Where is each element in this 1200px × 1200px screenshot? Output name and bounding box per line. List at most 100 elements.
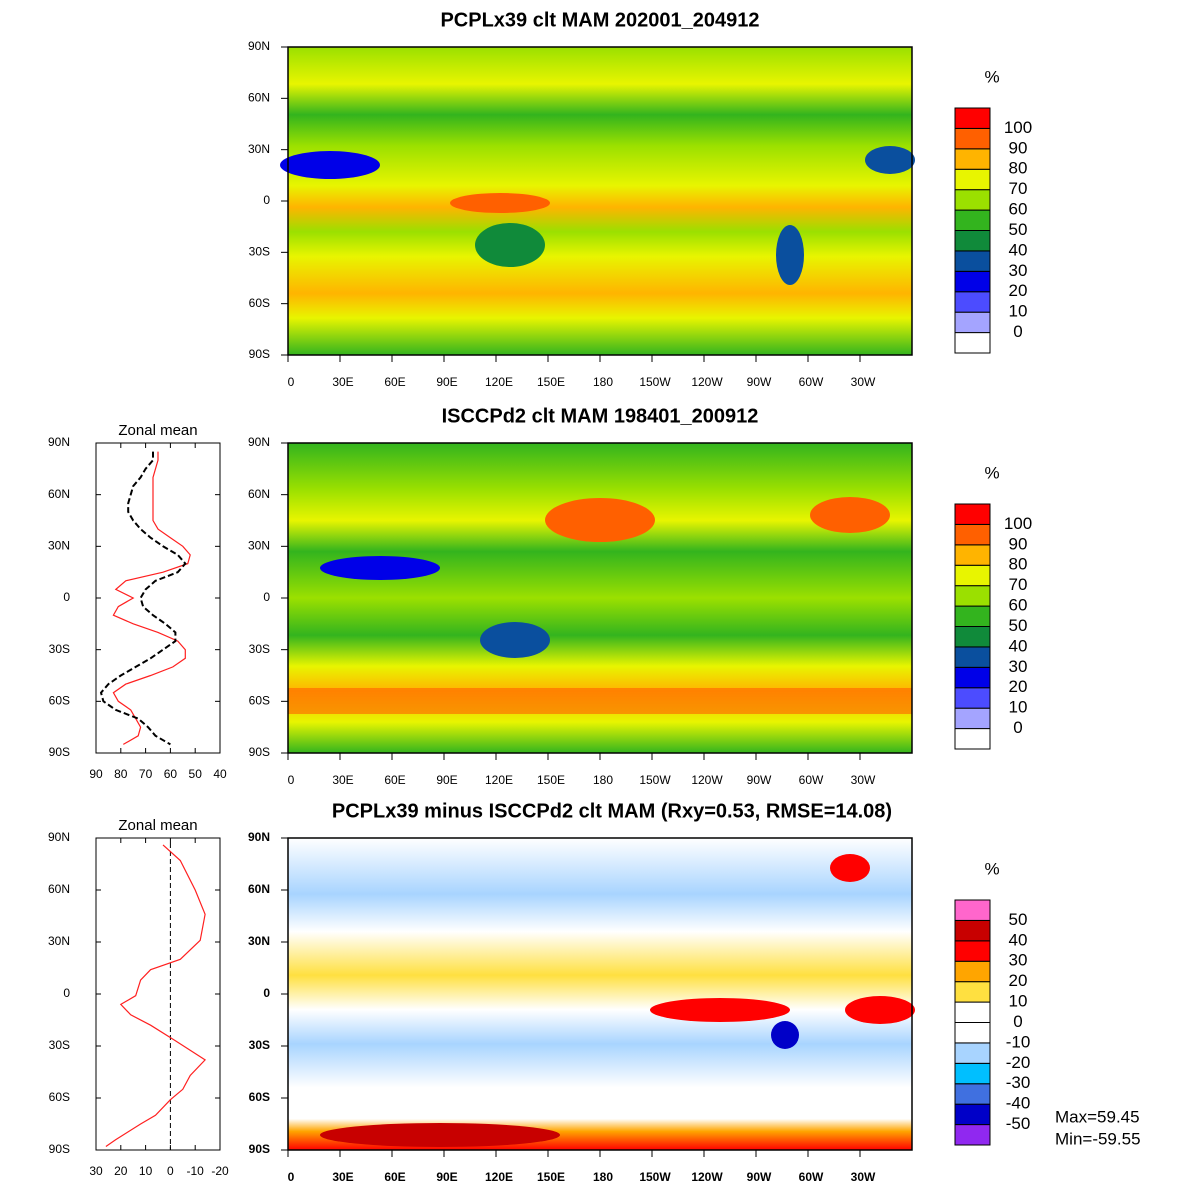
x-tick-label: 90E [436,773,457,787]
x-tick-label: 80 [114,767,128,781]
zonal-line [112,451,191,745]
x-tick-label: 0 [288,375,295,389]
colorbar-box [954,1083,991,1105]
colorbar-box [954,626,991,648]
x-tick-label: 0 [288,1170,295,1184]
x-tick-label: 120E [485,773,513,787]
colorbar-box [954,960,991,983]
y-tick-label: 90N [248,435,270,449]
y-tick-label: 0 [263,986,270,1000]
colorbar-box [954,291,991,313]
colorbar-box [954,127,991,150]
colorbar-box [954,564,991,587]
x-tick-label: 120E [485,375,513,389]
colorbar-label: 10 [1009,992,1028,1011]
x-tick-label: 30E [332,375,353,389]
colorbar-box [954,1103,991,1126]
colorbar-label: 90 [1009,534,1028,553]
colorbar-box [954,148,991,170]
x-tick-label: 30W [851,773,876,787]
colorbar-title: % [984,67,999,86]
colorbar-box [954,503,991,525]
colorbar-label: 90 [1009,138,1028,157]
x-tick-label: 60W [799,773,824,787]
y-tick-label: 60S [249,1090,270,1104]
colorbar-box [954,981,991,1003]
x-tick-label: 40 [213,767,227,781]
map-title: PCPLx39 clt MAM 202001_204912 [440,9,759,31]
x-tick-label: 60W [799,1170,824,1184]
plot-frame [95,837,221,1151]
colorbar-box [954,209,991,231]
colorbar-box [954,332,991,354]
y-tick-label: 0 [263,193,270,207]
colorbar-box [954,107,991,129]
zonal-line [99,451,187,746]
colorbar-label: 50 [1009,616,1028,635]
stat-label: Min=-59.55 [1055,1129,1141,1148]
x-tick-label: 30E [332,773,353,787]
stat-label: Max=59.45 [1055,1107,1140,1126]
colorbar-label: 20 [1009,281,1028,300]
colorbar-box [954,189,991,211]
y-tick-label: 90S [49,1142,70,1156]
colorbar-box [954,728,991,750]
y-tick-label: 90N [48,435,70,449]
colorbar-label: 10 [1009,698,1028,717]
y-tick-label: 30N [48,539,70,553]
panel-title: Zonal mean [118,817,197,834]
y-tick-label: 60S [249,694,270,708]
colorbar-box [954,687,991,709]
y-tick-label: 30N [48,934,70,948]
x-tick-label: 150W [639,773,671,787]
y-tick-label: 30S [49,1038,70,1052]
x-tick-label: 120W [691,375,723,389]
x-tick-label: 90E [436,375,457,389]
colorbar-box [954,1022,991,1044]
colorbar-box [954,270,991,293]
colorbar-title: % [984,859,999,878]
x-tick-label: 150E [537,773,565,787]
colorbar-box [954,899,991,921]
x-tick-label: 120E [485,1170,513,1184]
y-tick-label: 60N [248,91,270,105]
x-tick-label: 30 [89,1164,103,1178]
colorbar-box [954,544,991,566]
x-tick-label: 90W [747,375,772,389]
y-tick-label: 90N [48,830,70,844]
zonal-line [105,844,207,1147]
colorbar-label: 100 [1004,514,1032,533]
x-tick-label: 90W [747,1170,772,1184]
x-tick-label: 60W [799,375,824,389]
y-tick-label: 90N [248,39,270,53]
y-tick-label: 90S [249,745,270,759]
x-tick-label: 60E [384,1170,405,1184]
y-tick-label: 90S [249,347,270,361]
colorbar-box [954,1062,991,1085]
x-tick-label: 180 [593,1170,613,1184]
colorbar-box [954,940,991,962]
colorbar-box [954,1124,991,1146]
x-tick-label: 20 [114,1164,128,1178]
colorbar-box [954,646,991,668]
colorbar-label: -40 [1006,1094,1031,1113]
colorbar-box [954,250,991,272]
x-tick-label: 70 [139,767,153,781]
colorbar-label: 0 [1013,718,1022,737]
colorbar-label: -50 [1006,1114,1031,1133]
x-tick-label: 0 [288,773,295,787]
y-tick-label: 30S [249,642,270,656]
colorbar-box [954,666,991,689]
x-tick-label: 90E [436,1170,457,1184]
colorbar-label: 10 [1009,302,1028,321]
map-field [280,47,915,1150]
y-tick-label: 30S [249,1038,270,1052]
x-tick-label: 180 [593,773,613,787]
colorbar-label: 80 [1009,159,1028,178]
colorbar-label: 80 [1009,555,1028,574]
x-tick-label: 0 [167,1164,174,1178]
x-tick-label: 30W [851,375,876,389]
colorbar-label: 60 [1009,200,1028,219]
map-title: ISCCPd2 clt MAM 198401_200912 [442,405,759,427]
